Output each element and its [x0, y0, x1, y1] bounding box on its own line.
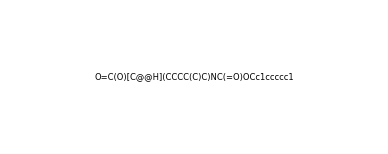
Text: O=C(O)[C@@H](CCCC(C)C)NC(=O)OCc1ccccc1: O=C(O)[C@@H](CCCC(C)C)NC(=O)OCc1ccccc1 — [94, 73, 294, 81]
